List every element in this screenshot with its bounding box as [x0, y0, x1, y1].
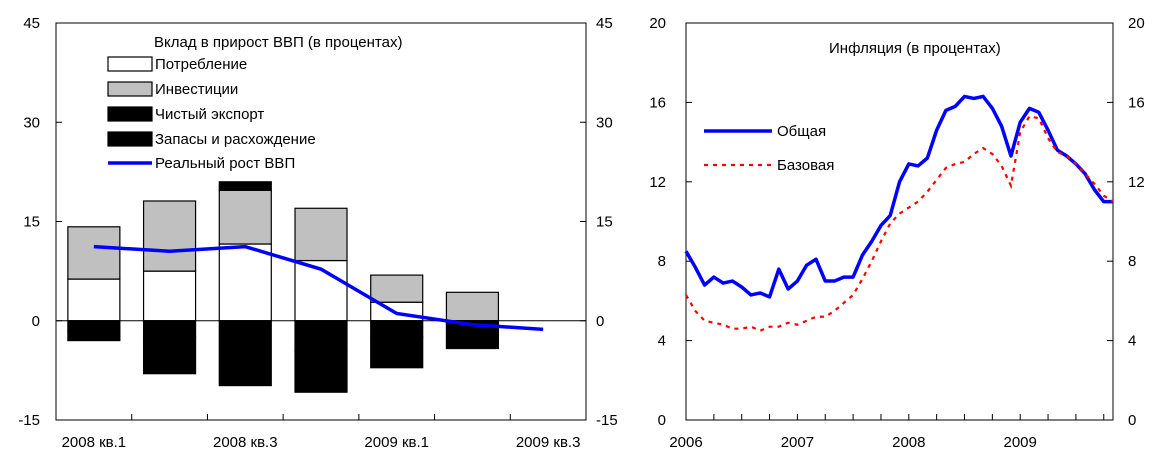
bar-segment	[370, 274, 424, 303]
y-tick-label-right: 12	[1128, 174, 1145, 191]
legend-label: Чистый экспорт	[155, 106, 264, 123]
x-tick-label: 2008 кв.1	[62, 434, 127, 451]
legend-swatch	[107, 81, 153, 97]
bar-segment	[142, 336, 197, 375]
legend-label: Запасы и расхождение	[155, 131, 316, 148]
legend-swatch	[107, 56, 153, 72]
legend-label: Общая	[777, 123, 826, 140]
y-tick-label-left: 45	[23, 15, 40, 32]
bar-segment	[218, 243, 272, 322]
legend-label: Базовая	[777, 157, 834, 174]
y-tick-label-left: 20	[649, 15, 666, 32]
gdp-growth-line	[93, 244, 544, 332]
plot-frame	[685, 22, 1114, 421]
inflation-chart: 0 0 4 4 8 8 12 12 16 16 20 20 2006 2007 2008 2009 Инфляц…	[649, 15, 1144, 451]
y-tick-label-right: 0	[596, 313, 604, 330]
x-tick-label: 2009 кв.1	[364, 434, 429, 451]
y-tick-label-right: 8	[1128, 253, 1136, 270]
bar-segment	[370, 320, 424, 338]
y-tick-label-right: 30	[596, 114, 613, 131]
legend-swatch	[107, 106, 153, 122]
core-inflation-line	[685, 115, 1114, 332]
x-tick-label: 2006	[669, 434, 702, 451]
bar-segment	[218, 189, 272, 245]
chart-title: Инфляция (в процентах)	[829, 40, 1001, 57]
bar-segment	[67, 278, 121, 322]
bar-segment	[294, 207, 348, 262]
bar-segment	[445, 291, 500, 322]
bar-segment	[142, 200, 197, 272]
bar-segment	[294, 349, 348, 393]
bar-segment	[67, 320, 121, 332]
y-tick-label-left: 12	[649, 174, 666, 191]
y-tick-label-left: 0	[32, 313, 40, 330]
y-tick-label-right: -15	[596, 412, 618, 429]
bar-segment	[218, 181, 272, 192]
y-tick-label-right: 4	[1128, 333, 1136, 350]
legend-swatch	[107, 131, 153, 147]
x-tick-label: 2008	[892, 434, 925, 451]
x-tick-label: 2009	[1004, 434, 1037, 451]
bar-segment	[445, 323, 500, 350]
legend-label: Реальный рост ВВП	[155, 155, 295, 172]
legend-label: Потребление	[155, 56, 247, 73]
bar-segment	[67, 226, 121, 280]
bar-segment	[142, 320, 197, 338]
y-tick-label-left: 4	[658, 333, 666, 350]
bar-segment	[370, 336, 424, 369]
y-tick-label-left: 16	[649, 94, 666, 111]
y-tick-label-right: 45	[596, 15, 613, 32]
bar-segment	[67, 330, 121, 342]
y-tick-label-right: 16	[1128, 94, 1145, 111]
bar-segment	[142, 270, 197, 322]
y-tick-label-right: 20	[1128, 15, 1145, 32]
headline-inflation-line	[684, 94, 1113, 299]
y-tick-label-left: -15	[18, 412, 40, 429]
y-tick-label-left: 0	[658, 412, 666, 429]
legend-label: Инвестиции	[155, 81, 238, 98]
y-tick-label-right: 0	[1128, 412, 1136, 429]
x-tick-label: 2009 кв.3	[516, 434, 581, 451]
y-tick-label-left: 15	[23, 214, 40, 231]
x-tick-label: 2007	[781, 434, 814, 451]
gdp-contribution-chart: -15 -15 0 0 15 15 30 30 45 45 2008 кв.1 2008 кв.3 20…	[18, 15, 617, 451]
bar-segment	[218, 320, 272, 387]
y-tick-label-left: 30	[23, 114, 40, 131]
y-tick-label-left: 8	[658, 253, 666, 270]
bar-segment	[294, 320, 348, 352]
x-tick-label: 2008 кв.3	[213, 434, 278, 451]
chart-title: Вклад в прирост ВВП (в процентах)	[154, 34, 402, 51]
y-tick-label-right: 15	[596, 214, 613, 231]
